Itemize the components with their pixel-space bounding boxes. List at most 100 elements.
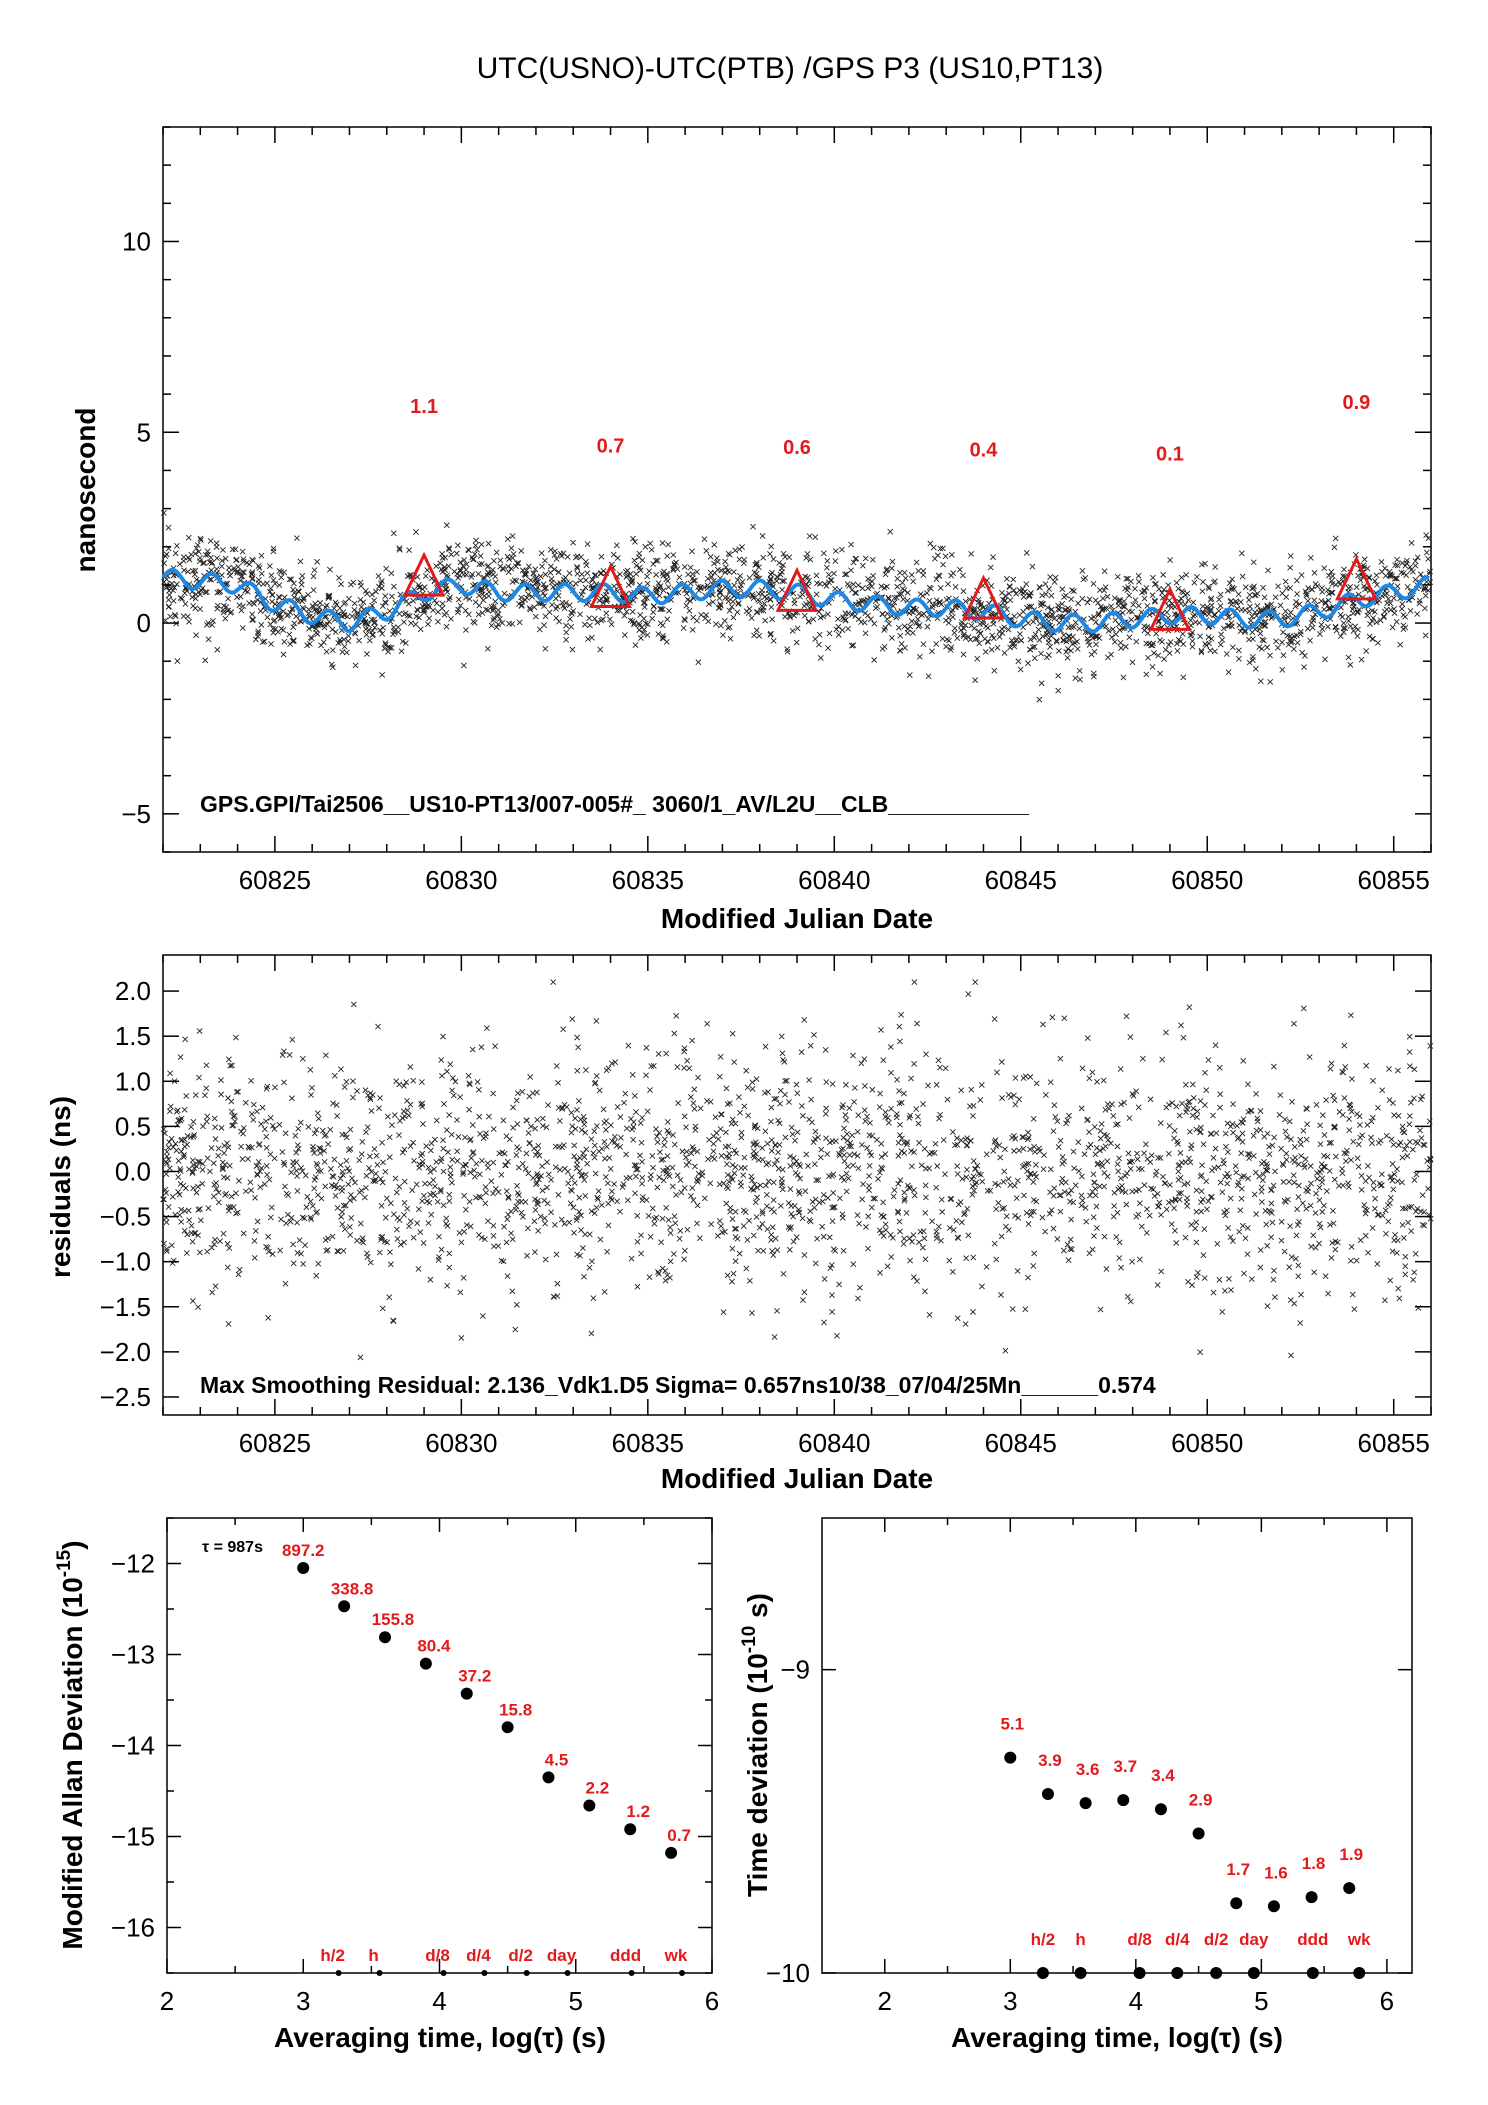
offset-point <box>840 614 846 621</box>
offset-point <box>332 629 339 635</box>
residual-point <box>933 1081 940 1088</box>
offset-point <box>1321 606 1328 613</box>
offset-point <box>850 581 857 588</box>
offset-point <box>724 567 731 574</box>
offset-point <box>1076 667 1083 674</box>
residual-point <box>508 1230 515 1237</box>
residual-point <box>425 1220 432 1226</box>
residual-point <box>314 1110 321 1117</box>
offset-point <box>1023 549 1030 556</box>
offset-point <box>683 602 690 609</box>
residual-point <box>1289 1098 1295 1105</box>
residual-point <box>315 1115 322 1122</box>
offset-point <box>1249 629 1256 636</box>
residual-point <box>1348 1243 1355 1250</box>
offset-point <box>433 600 440 607</box>
offset-point <box>769 616 776 623</box>
residual-point <box>363 1184 369 1191</box>
residual-point <box>445 1149 451 1156</box>
offset-point <box>760 554 767 561</box>
offset-point <box>390 530 397 537</box>
residual-point <box>218 1124 225 1131</box>
offset-point <box>884 566 891 573</box>
offset-point <box>1329 589 1336 596</box>
offset-point <box>455 574 461 581</box>
offset-point <box>1047 643 1054 650</box>
offset-point <box>1264 602 1271 609</box>
offset-point <box>1086 596 1093 603</box>
residual-point <box>539 1115 546 1122</box>
offset-point <box>1042 612 1049 619</box>
residual-point <box>1092 1151 1099 1158</box>
offset-point <box>166 603 172 610</box>
residual-point <box>418 1079 425 1086</box>
offset-point <box>193 576 200 583</box>
residual-point <box>519 1213 526 1220</box>
residual-point <box>919 1244 926 1251</box>
residual-point <box>1050 1128 1057 1135</box>
residual-point <box>1228 1287 1234 1293</box>
residual-point <box>394 1236 401 1242</box>
residual-point <box>1307 1163 1314 1170</box>
offset-point <box>958 619 965 626</box>
residual-point <box>1033 1080 1040 1087</box>
offset-point <box>1174 647 1181 654</box>
offset-point <box>1141 627 1148 634</box>
offset-point <box>1236 655 1242 662</box>
offset-point <box>532 613 539 620</box>
offset-point <box>1408 540 1415 546</box>
offset-point <box>527 577 534 584</box>
residual-point <box>935 1223 942 1230</box>
offset-point <box>965 633 972 640</box>
x-tick-label: 60855 <box>1358 865 1430 895</box>
residual-point <box>756 1224 763 1231</box>
offset-point <box>1105 627 1112 634</box>
offset-point <box>748 615 755 621</box>
offset-point <box>402 610 409 617</box>
residual-point <box>195 1183 201 1190</box>
residual-point <box>387 1261 394 1268</box>
offset-point <box>646 568 653 575</box>
residual-point <box>768 1137 775 1143</box>
residual-point <box>681 1185 688 1191</box>
residual-point <box>918 1162 925 1169</box>
offset-point <box>533 574 540 581</box>
residual-point <box>294 1188 301 1194</box>
offset-point <box>628 575 635 582</box>
residual-point <box>608 1188 615 1195</box>
residual-point <box>691 1105 698 1112</box>
residual-point <box>422 1180 428 1187</box>
offset-point <box>813 572 820 579</box>
residual-point <box>851 1098 858 1105</box>
offset-point <box>371 597 378 604</box>
residual-point <box>673 1012 680 1019</box>
offset-point <box>658 606 665 612</box>
offset-point <box>553 556 560 562</box>
residual-point <box>1047 1079 1054 1086</box>
residual-point <box>967 1137 974 1144</box>
offset-point <box>1053 638 1060 645</box>
residual-point <box>1342 1064 1349 1070</box>
residual-point <box>1097 1135 1104 1142</box>
offset-point <box>1084 635 1091 642</box>
residual-point <box>477 1130 483 1137</box>
offset-point <box>1055 606 1062 613</box>
residual-point <box>689 1037 696 1044</box>
residual-point <box>937 1064 943 1071</box>
residual-point <box>199 1166 206 1173</box>
residual-point <box>970 1158 977 1164</box>
offset-point <box>1354 608 1361 615</box>
residual-point <box>1294 1206 1301 1213</box>
offset-point <box>515 560 522 567</box>
residual-point <box>1223 1207 1230 1214</box>
offset-point <box>207 538 214 544</box>
residual-point <box>184 1141 191 1148</box>
residual-point <box>589 1258 595 1265</box>
residual-point <box>1219 1189 1226 1196</box>
offset-point <box>1279 639 1285 646</box>
residual-point <box>664 1127 671 1134</box>
offset-point <box>170 597 177 604</box>
offset-point <box>670 552 677 558</box>
residual-point <box>663 1050 670 1057</box>
residual-point <box>683 1124 689 1131</box>
